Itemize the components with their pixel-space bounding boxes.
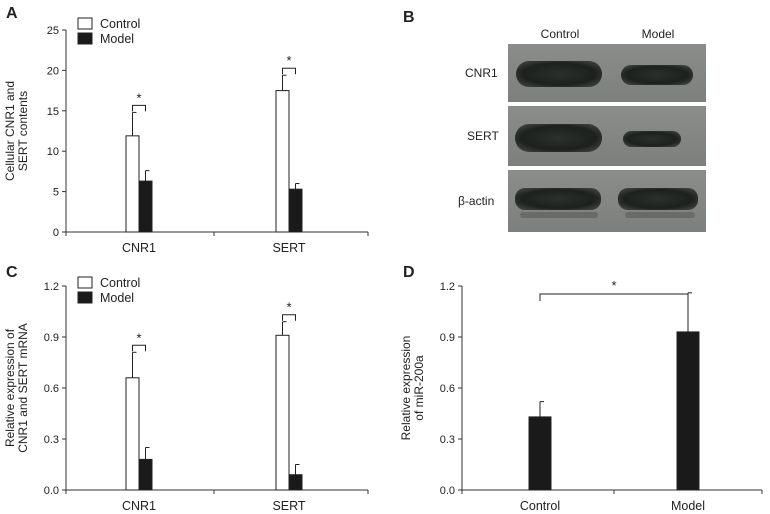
legend-swatch-model xyxy=(77,32,93,45)
significance-star: * xyxy=(136,90,141,105)
panel-letter-d: D xyxy=(403,264,415,281)
legend-swatch-model xyxy=(77,291,93,304)
y-axis-label-line: Relative expression of xyxy=(3,328,17,447)
y-axis-label: Relative expression ofCNR1 and SERT mRNA xyxy=(3,323,30,453)
legend-label-control: Control xyxy=(100,276,140,290)
significance-bracket xyxy=(132,344,146,352)
blot-row-sert: SERT xyxy=(467,129,499,143)
x-category-label: CNR1 xyxy=(122,499,156,513)
panel-letter-c: C xyxy=(6,264,18,281)
band-actin-model xyxy=(618,188,698,210)
bar-control-cnr1 xyxy=(125,377,140,491)
y-tick-label: 0.6 xyxy=(44,383,59,395)
panel-letter-a: A xyxy=(6,5,18,22)
y-axis-label-line: of miR-200a xyxy=(412,355,426,421)
legend-swatch-control xyxy=(77,276,93,289)
chart-a: 0 5 10 15 20 25 Cellular CNR1 andSERT contents… xyxy=(3,17,369,255)
legend-label-model: Model xyxy=(100,32,134,46)
band-actin-faint-model xyxy=(625,212,695,218)
legend-label-control: Control xyxy=(100,17,140,31)
x-category-label: SERT xyxy=(272,499,305,513)
y-tick-label: 0.9 xyxy=(44,332,59,344)
bar-control xyxy=(528,416,552,491)
bar-control-sert xyxy=(275,334,290,491)
y-axis-label-line: SERT contents xyxy=(16,91,30,171)
y-tick-label: 1.2 xyxy=(44,281,59,293)
y-axis-label-line: Relative expression xyxy=(399,336,413,441)
y-axis-label: Relative expressionof miR-200a xyxy=(399,336,426,441)
y-tick-label: 0.6 xyxy=(440,383,455,395)
y-tick-label: 0.3 xyxy=(44,434,59,446)
y-tick-label: 5 xyxy=(53,187,59,199)
x-category-label: Control xyxy=(520,499,560,513)
significance-bracket xyxy=(539,293,689,301)
bar-model-cnr1 xyxy=(138,180,153,233)
band-actin-faint-control xyxy=(520,212,598,218)
band-sert-control xyxy=(515,124,602,152)
significance-star: * xyxy=(286,53,291,68)
significance-bracket xyxy=(132,104,146,112)
y-tick-label: 0 xyxy=(53,227,59,239)
x-category-label: SERT xyxy=(272,241,305,255)
y-tick-label: 15 xyxy=(47,106,59,118)
legend-swatch-control xyxy=(77,17,93,30)
significance-star: * xyxy=(136,330,141,345)
significance-star: * xyxy=(611,278,616,293)
bar-model-cnr1 xyxy=(138,458,153,491)
band-sert-model xyxy=(623,131,681,147)
bar-model xyxy=(676,331,700,491)
western-blot: Control Model CNR1 SERT β-actin xyxy=(458,27,706,232)
y-tick-label: 0.0 xyxy=(440,485,455,497)
band-cnr1-control xyxy=(516,61,602,87)
y-tick-label: 1.2 xyxy=(440,281,455,293)
bar-control-sert xyxy=(275,90,290,233)
significance-star: * xyxy=(286,300,291,315)
legend-label-model: Model xyxy=(100,291,134,305)
y-axis-label-line: CNR1 and SERT mRNA xyxy=(16,323,30,453)
bar-model-sert xyxy=(288,188,303,233)
y-axis-label-line: Cellular CNR1 and xyxy=(3,81,17,181)
significance-bracket xyxy=(282,314,296,321)
y-tick-label: 20 xyxy=(47,65,59,77)
bar-control-cnr1 xyxy=(125,135,140,233)
band-cnr1-model xyxy=(621,65,693,85)
blot-row-actin: β-actin xyxy=(458,194,494,208)
y-tick-label: 0.9 xyxy=(440,332,455,344)
y-tick-label: 10 xyxy=(47,146,59,158)
y-tick-label: 0.3 xyxy=(440,434,455,446)
x-category-label: Model xyxy=(671,499,705,513)
blot-column-model: Model xyxy=(642,27,675,41)
blot-column-control: Control xyxy=(541,27,580,41)
panel-letter-b: B xyxy=(403,9,415,26)
y-tick-label: 25 xyxy=(47,25,59,37)
x-category-label: CNR1 xyxy=(122,241,156,255)
y-axis-label: Cellular CNR1 andSERT contents xyxy=(3,81,30,181)
blot-row-cnr1: CNR1 xyxy=(465,66,498,80)
chart-d: 0.0 0.3 0.6 0.9 1.2 Relative expressionof miR… xyxy=(399,278,763,513)
bar-model-sert xyxy=(288,474,303,491)
significance-bracket xyxy=(282,67,296,75)
y-tick-label: 0.0 xyxy=(44,485,59,497)
band-actin-control xyxy=(515,188,601,210)
